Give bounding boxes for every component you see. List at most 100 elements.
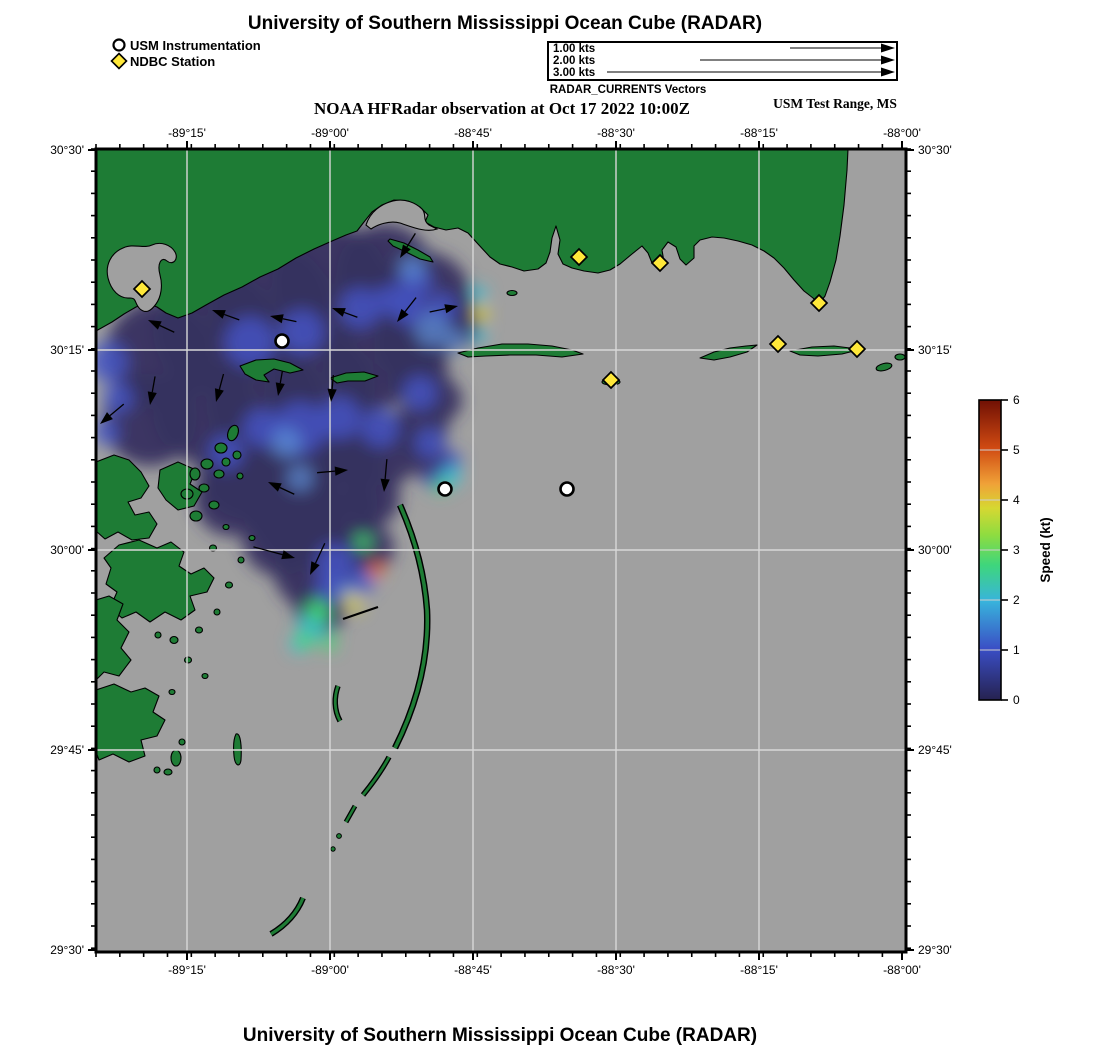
vector-tail (343, 311, 358, 318)
vector-head (397, 308, 409, 322)
vector-tail (151, 376, 156, 393)
vector-scale-arrowhead (881, 55, 895, 65)
axis-labels: -89°15' -89°15' -89°00' -89°00' -88°45' -88°4… (50, 126, 952, 977)
vector-tail (384, 459, 388, 480)
heat-blob (444, 329, 466, 351)
islet-small (506, 289, 518, 297)
vector-tail (109, 403, 125, 417)
heat-blob (441, 466, 461, 486)
heat-blob (103, 383, 133, 413)
usm-instrumentation-marker (559, 481, 575, 497)
heat-blob (442, 451, 462, 471)
vector-scale-label: 1.00 kts (553, 43, 595, 55)
heat-blob (368, 562, 384, 578)
ndbc-station-marker (601, 370, 621, 390)
chandeleur-islands (269, 503, 431, 937)
subtitle: NOAA HFRadar observation at Oct 17 2022 … (314, 99, 690, 118)
heat-blob (96, 342, 128, 382)
vector-long-line (342, 605, 379, 621)
lat-label-left: 29°45' (50, 743, 84, 757)
lat-label-left: 30°30' (50, 143, 84, 157)
heat-blob (361, 409, 399, 447)
heat-blob (280, 310, 324, 354)
vector-tail (282, 318, 297, 323)
lat-label-right: 30°30' (918, 143, 952, 157)
heat-blob (319, 397, 361, 439)
vector-scale-label: 2.00 kts (553, 55, 595, 67)
frame-ticks (88, 141, 914, 960)
lon-label-bottom: -89°15' (168, 963, 206, 977)
lat-label-left: 30°00' (50, 543, 84, 557)
colorbar-tick-label: 6 (1013, 393, 1020, 407)
heat-blob (194, 460, 270, 536)
heat-blob (349, 568, 375, 594)
island-deer (387, 238, 434, 263)
symbol-legend: USM Instrumentation NDBC Station (110, 38, 261, 70)
lon-label-bottom: -88°45' (454, 963, 492, 977)
vector-tail (429, 308, 446, 313)
vector-tail (223, 313, 240, 321)
land-mainland (96, 149, 849, 332)
vector-head (281, 550, 295, 560)
heat-blob (375, 285, 405, 315)
islet-se-1 (875, 362, 893, 372)
lon-label-top: -88°30' (597, 126, 635, 140)
lon-label-bottom: -89°00' (311, 963, 349, 977)
heat-blob (316, 544, 354, 582)
ndbc-station-marker (650, 253, 670, 273)
usm-instrumentation-marker (274, 333, 290, 349)
vector-head (147, 391, 157, 405)
vector-head (380, 478, 390, 492)
vector-tail (159, 324, 175, 333)
vector-scale-arrowhead (881, 67, 895, 77)
heat-blob (403, 376, 437, 410)
vector-tail (331, 375, 335, 390)
vector-head (100, 412, 113, 424)
heat-blob (355, 534, 371, 550)
map-area: -89°15' -89°15' -89°00' -89°00' -88°45' -88°4… (50, 126, 952, 977)
colorbar: 0 1 2 3 4 5 6 Speed (kt) (978, 393, 1053, 707)
vector-tail (406, 233, 416, 248)
lon-label-top: -89°15' (168, 126, 206, 140)
colorbar-tick-label: 0 (1013, 693, 1020, 707)
lon-label-bottom: -88°00' (883, 963, 921, 977)
lat-label-right: 29°45' (918, 743, 952, 757)
colorbar-tick-label: 2 (1013, 593, 1020, 607)
colorbar-title: Speed (kt) (1038, 517, 1053, 582)
ndbc-station-marker (768, 334, 788, 354)
heat-blob (243, 409, 281, 447)
vector-scale-arrowhead (881, 43, 895, 53)
vector-head (268, 482, 282, 492)
island-cat (239, 358, 304, 383)
colorbar-tick-label: 4 (1013, 493, 1020, 507)
heat-blob (96, 419, 119, 445)
vector-head (212, 310, 226, 319)
vector-tail (317, 470, 336, 474)
usm-instrumentation-marker (437, 481, 453, 497)
colorbar-tick-label: 3 (1013, 543, 1020, 557)
radar-speed-field (96, 224, 489, 653)
vector-head (275, 382, 285, 396)
lat-label-right: 30°00' (918, 543, 952, 557)
ndbc-diamond-icon (110, 52, 128, 70)
graticule (96, 149, 906, 952)
vector-scale-title: RADAR_CURRENTS Vectors (550, 84, 707, 96)
heat-blob (271, 428, 301, 458)
heat-blob (343, 594, 357, 608)
current-vectors (100, 233, 458, 621)
lat-label-left: 29°30' (50, 943, 84, 957)
heat-blob (344, 470, 400, 526)
range-label: USM Test Range, MS (773, 96, 897, 111)
colorbar-tick-label: 5 (1013, 443, 1020, 457)
vector-tail (218, 373, 225, 390)
vector-head (148, 320, 162, 330)
lon-label-bottom: -88°30' (597, 963, 635, 977)
station-markers (132, 247, 867, 497)
heat-blob (340, 288, 380, 328)
heat-blob (399, 255, 425, 281)
heat-blob (471, 286, 487, 302)
islet-se-2 (894, 353, 906, 361)
land-layer (96, 149, 906, 937)
